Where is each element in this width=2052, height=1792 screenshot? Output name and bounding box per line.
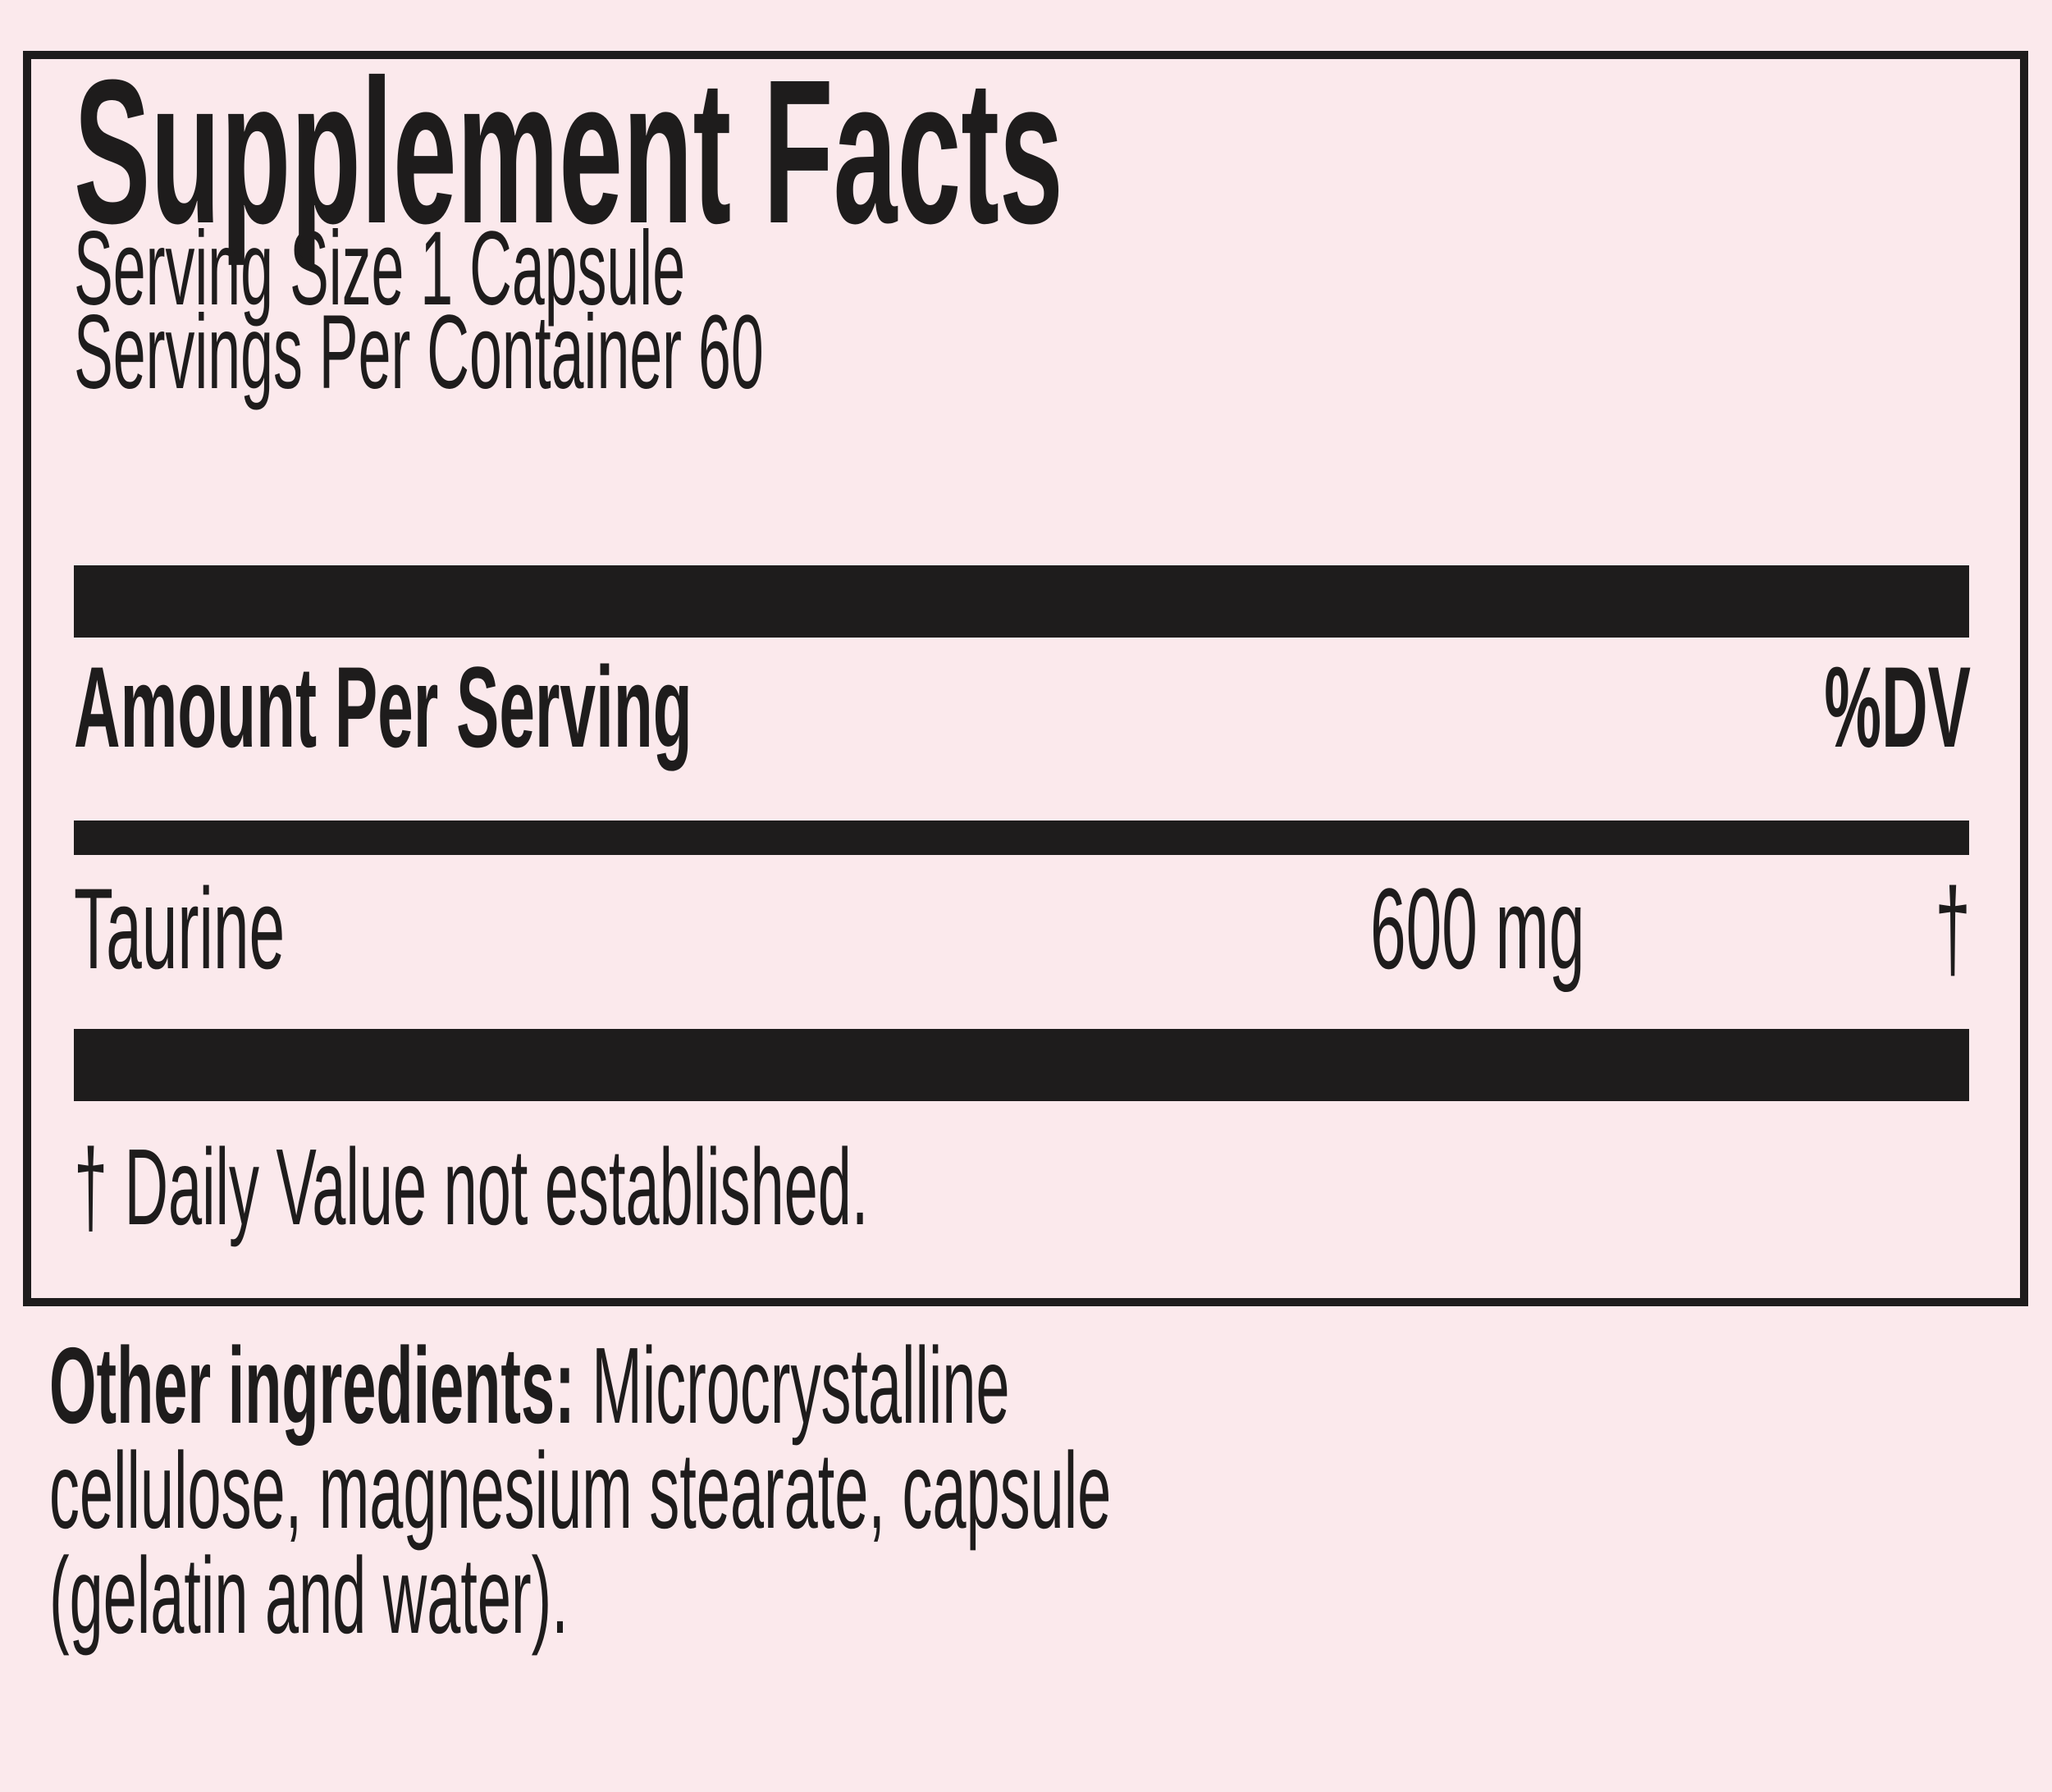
nutrient-amount-text: 600 mg bbox=[1370, 864, 1585, 993]
rule-above-amount-header bbox=[74, 565, 1969, 638]
servings-per-container-text: Servings Per Container 60 bbox=[74, 294, 764, 411]
nutrient-name: Taurine bbox=[74, 859, 450, 999]
serving-size-text: Serving Size 1 Capsule bbox=[74, 210, 686, 327]
other-ingredients-line-1: Other ingredients: Microcrystalline bbox=[49, 1332, 2018, 1440]
nutrient-dv-text: † bbox=[1935, 864, 1971, 993]
amount-per-serving-text: Amount Per Serving bbox=[74, 642, 692, 771]
daily-value-footnote-text: † Daily Value not established. bbox=[74, 1127, 869, 1247]
facts-title-text: Supplement Facts bbox=[74, 37, 1063, 266]
serving-size-line: Serving Size 1 Capsule bbox=[74, 210, 1879, 327]
table-header-row: Amount Per Serving %DV bbox=[74, 642, 1971, 773]
other-ingredients-line-3: (gelatin and water). bbox=[49, 1535, 2018, 1656]
other-ingredients-line-2: cellulose, magnesium stearate, capsule bbox=[49, 1430, 2018, 1551]
percent-dv-header: %DV bbox=[1709, 642, 1971, 773]
daily-value-footnote: † Daily Value not established. bbox=[74, 1126, 1492, 1249]
other-ingredients-line-3-text: (gelatin and water). bbox=[49, 1535, 569, 1656]
other-ingredients-heading: Other ingredients: bbox=[49, 1325, 575, 1446]
table-row: Taurine 600 mg † bbox=[74, 859, 1971, 999]
rule-below-amount-header bbox=[74, 821, 1969, 855]
other-ingredients-line-1-inner: Other ingredients: Microcrystalline bbox=[49, 1332, 1010, 1440]
other-ingredients-line-2-text: cellulose, magnesium stearate, capsule bbox=[49, 1430, 1112, 1551]
other-ingredients-block: Other ingredients: Microcrystalline cell… bbox=[49, 1332, 2018, 1656]
servings-per-container-line: Servings Per Container 60 bbox=[74, 294, 1879, 411]
rule-below-nutrients bbox=[74, 1029, 1969, 1101]
supplement-facts-panel: Supplement Facts Serving Size 1 Capsule … bbox=[23, 37, 2028, 1306]
percent-dv-text: %DV bbox=[1824, 642, 1971, 771]
amount-per-serving-header: Amount Per Serving bbox=[74, 642, 1178, 773]
nutrient-name-text: Taurine bbox=[74, 864, 286, 993]
nutrient-amount: 600 mg bbox=[1370, 859, 1753, 999]
nutrient-dv: † bbox=[1907, 859, 1971, 999]
serving-info: Serving Size 1 Capsule Servings Per Cont… bbox=[74, 210, 1879, 411]
page-title: Supplement Facts bbox=[74, 37, 1840, 266]
other-ingredients-line-1-rest: Microcrystalline bbox=[574, 1325, 1010, 1446]
